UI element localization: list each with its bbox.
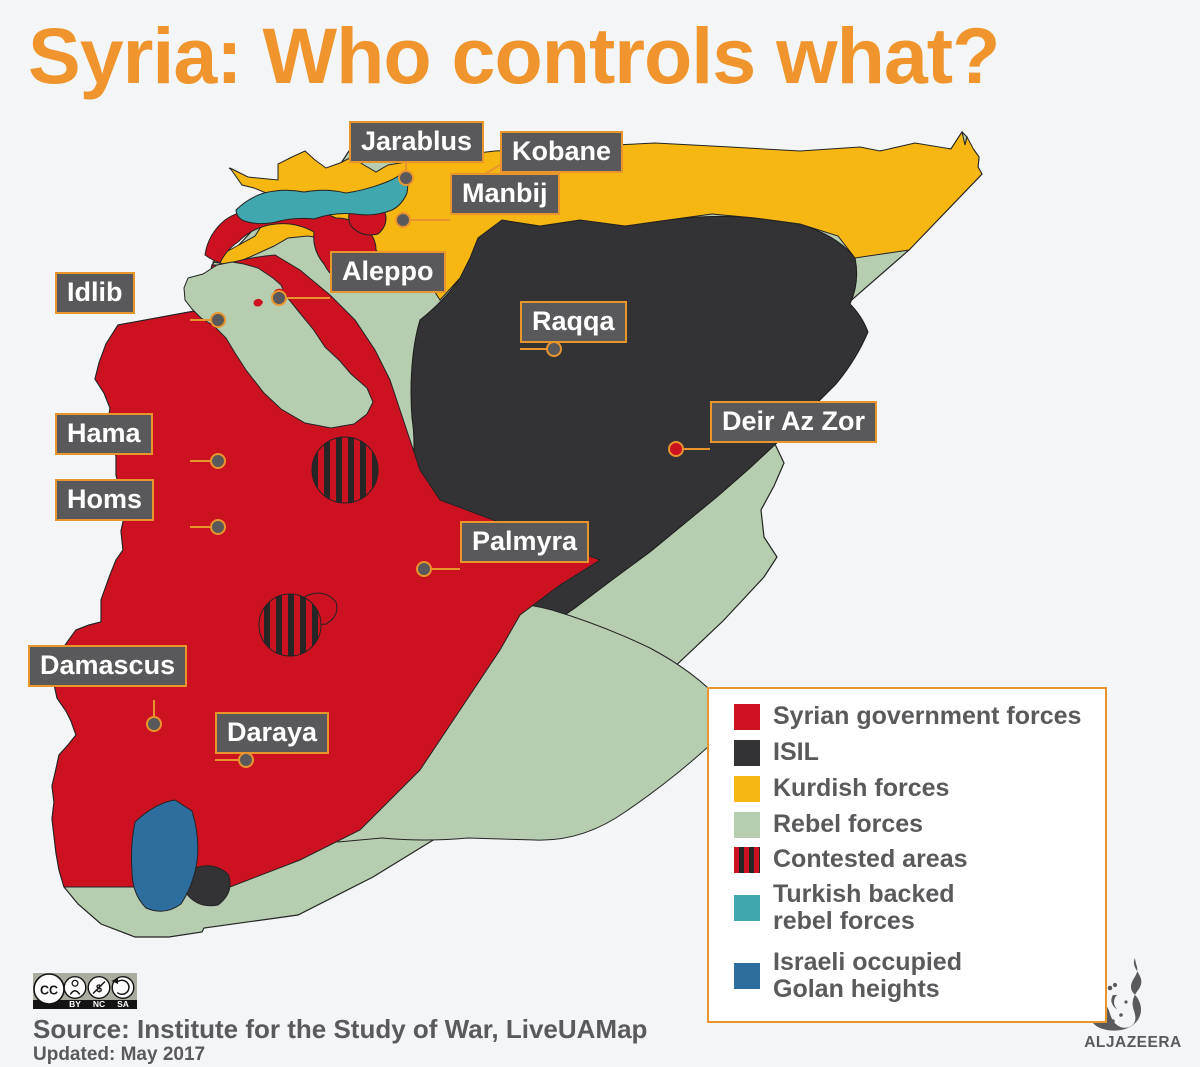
svg-text:BY: BY: [69, 999, 81, 1009]
svg-text:NC: NC: [93, 999, 105, 1009]
svg-text:CC: CC: [40, 984, 58, 998]
svg-text:SA: SA: [117, 999, 129, 1009]
svg-text:ALJAZEERA: ALJAZEERA: [1084, 1034, 1182, 1051]
